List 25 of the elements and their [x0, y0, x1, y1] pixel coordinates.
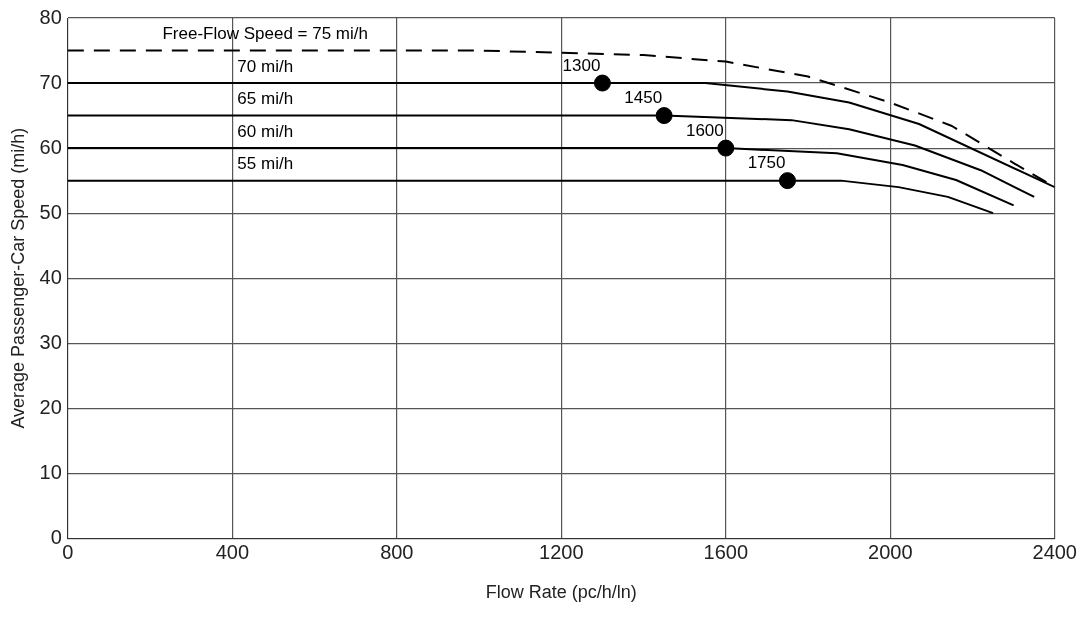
x-tick-label: 1600	[703, 540, 749, 563]
series-label: 55 mi/h	[237, 154, 294, 174]
series-label: 60 mi/h	[237, 121, 294, 141]
annotation: 1600	[685, 120, 724, 140]
y-tick-label: 0	[50, 525, 62, 548]
y-tick-label: 50	[39, 200, 62, 223]
x-tick-label: 400	[215, 540, 250, 563]
x-tick-label: 800	[380, 540, 414, 563]
series-label: 65 mi/h	[237, 89, 294, 109]
y-tick-label: 80	[39, 5, 62, 28]
x-tick-label: 2400	[1032, 540, 1077, 563]
y-tick-label: 40	[39, 265, 62, 288]
annotation: 1750	[747, 153, 786, 173]
y-tick-label: 20	[39, 395, 62, 418]
annotation: 1300	[562, 55, 601, 75]
x-tick-label: 1200	[539, 540, 584, 563]
y-tick-label: 30	[39, 330, 62, 353]
x-tick-label: 2000	[868, 540, 913, 563]
y-tick-label: 70	[39, 70, 62, 93]
y-axis-title: Average Passenger-Car Speed (mi/h)	[7, 127, 28, 429]
x-axis-title: Flow Rate (pc/h/ln)	[485, 582, 637, 603]
annotation: 1450	[624, 88, 663, 108]
y-tick-label: 60	[39, 135, 62, 158]
series-label: 70 mi/h	[237, 56, 294, 76]
y-tick-label: 10	[39, 460, 62, 483]
